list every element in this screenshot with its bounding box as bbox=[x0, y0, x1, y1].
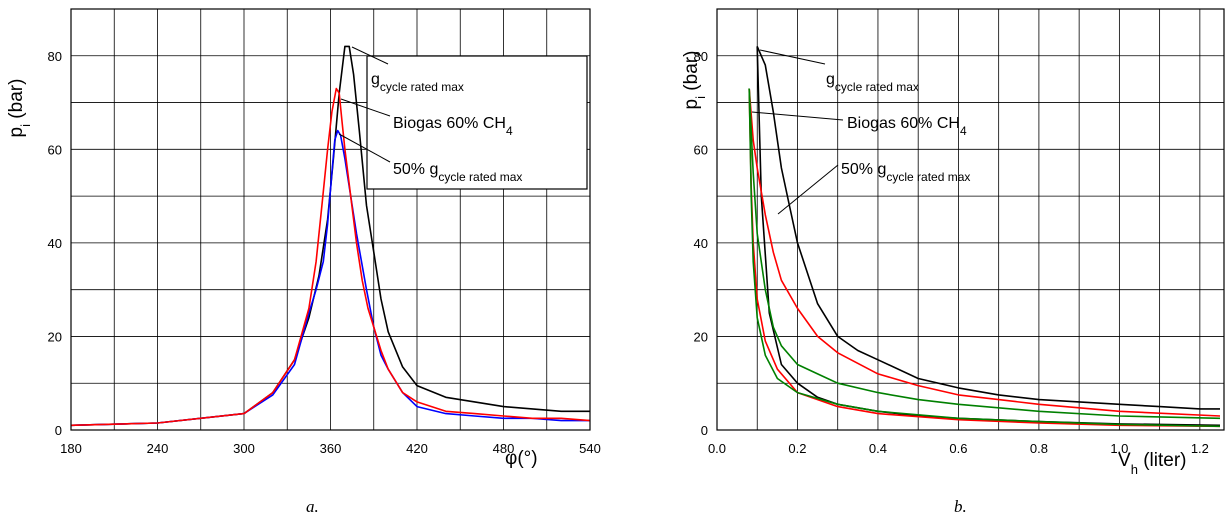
panel-a-legend-rated: gcycle rated max bbox=[371, 71, 464, 94]
panel-b-caption: b. bbox=[954, 497, 967, 516]
panel-b-legend-rated: gcycle rated max bbox=[826, 71, 919, 94]
y-tick-label: 0 bbox=[55, 423, 62, 438]
x-tick-label: 300 bbox=[233, 441, 255, 456]
panel-b-plot-frame bbox=[716, 8, 1225, 431]
x-tick-label: 0.2 bbox=[788, 441, 806, 456]
panel-a-leader-half bbox=[338, 133, 391, 163]
panel-b-legend-half: 50% gcycle rated max bbox=[841, 161, 970, 184]
x-tick-label: 1.2 bbox=[1191, 441, 1209, 456]
panel-b-grid bbox=[717, 9, 1224, 430]
panel-b-leader-half bbox=[777, 164, 839, 215]
x-tick-label: 540 bbox=[579, 441, 601, 456]
panel-a-ticks: 180 240 300 360 420 480 540 0 20 40 60 80 bbox=[48, 49, 601, 456]
panel-a-legend: gcycle rated max Biogas 60% CH4 50% gcyc… bbox=[366, 55, 588, 190]
x-tick-label: 1.0 bbox=[1110, 441, 1128, 456]
panel-b-legend: gcycle rated max Biogas 60% CH4 50% gcyc… bbox=[826, 71, 970, 184]
x-tick-label: 0.4 bbox=[869, 441, 887, 456]
series-line-half-expansion bbox=[748, 88, 1221, 420]
panel-b-x-axis-label: Vh (liter) bbox=[1118, 450, 1186, 477]
x-tick-label: 0.8 bbox=[1030, 441, 1048, 456]
panel-b-series bbox=[748, 46, 1221, 428]
panel-a-leader-rated bbox=[351, 46, 389, 65]
panel-a-plot-frame bbox=[70, 8, 591, 431]
series-line-half-compression bbox=[748, 88, 1221, 428]
y-tick-label: 60 bbox=[48, 142, 62, 157]
series-line-rated-expansion bbox=[756, 46, 1220, 410]
y-tick-label: 60 bbox=[694, 142, 708, 157]
panel-a-x-axis-label: φ(°) bbox=[505, 448, 538, 469]
series-line-biogas-expansion bbox=[748, 88, 1221, 417]
panel-a-leader-biogas bbox=[340, 98, 391, 117]
panel-b-ticks: 0.0 0.2 0.4 0.6 0.8 1.0 1.2 0 20 40 60 80 bbox=[694, 49, 1209, 456]
panel-a-legend-biogas: Biogas 60% CH4 bbox=[393, 115, 513, 138]
panel-b-y-axis-label: pi (bar) bbox=[681, 51, 708, 110]
y-tick-label: 20 bbox=[48, 329, 62, 344]
y-tick-label: 40 bbox=[694, 236, 708, 251]
panel-b-legend-biogas: Biogas 60% CH4 bbox=[847, 115, 967, 138]
x-tick-label: 360 bbox=[320, 441, 342, 456]
panel-a-series bbox=[70, 45, 591, 427]
panel-b-leader-biogas bbox=[751, 111, 844, 121]
panel-a-legend-half: 50% gcycle rated max bbox=[393, 161, 522, 184]
y-tick-label: 80 bbox=[694, 49, 708, 64]
series-line-rated-compression bbox=[756, 46, 1221, 427]
y-tick-label: 80 bbox=[48, 49, 62, 64]
series-line-biogas bbox=[70, 87, 591, 427]
x-tick-label: 420 bbox=[406, 441, 428, 456]
x-tick-label: 240 bbox=[147, 441, 169, 456]
panel-a-caption: a. bbox=[306, 497, 319, 516]
panel-b-leader-rated bbox=[759, 49, 826, 65]
x-tick-label: 0.6 bbox=[949, 441, 967, 456]
y-tick-label: 40 bbox=[48, 236, 62, 251]
y-tick-label: 0 bbox=[701, 423, 708, 438]
y-tick-label: 20 bbox=[694, 329, 708, 344]
x-tick-label: 0.0 bbox=[708, 441, 726, 456]
x-tick-label: 180 bbox=[60, 441, 82, 456]
panel-a-y-axis-label: pi (bar) bbox=[6, 79, 33, 138]
x-tick-label: 480 bbox=[493, 441, 515, 456]
